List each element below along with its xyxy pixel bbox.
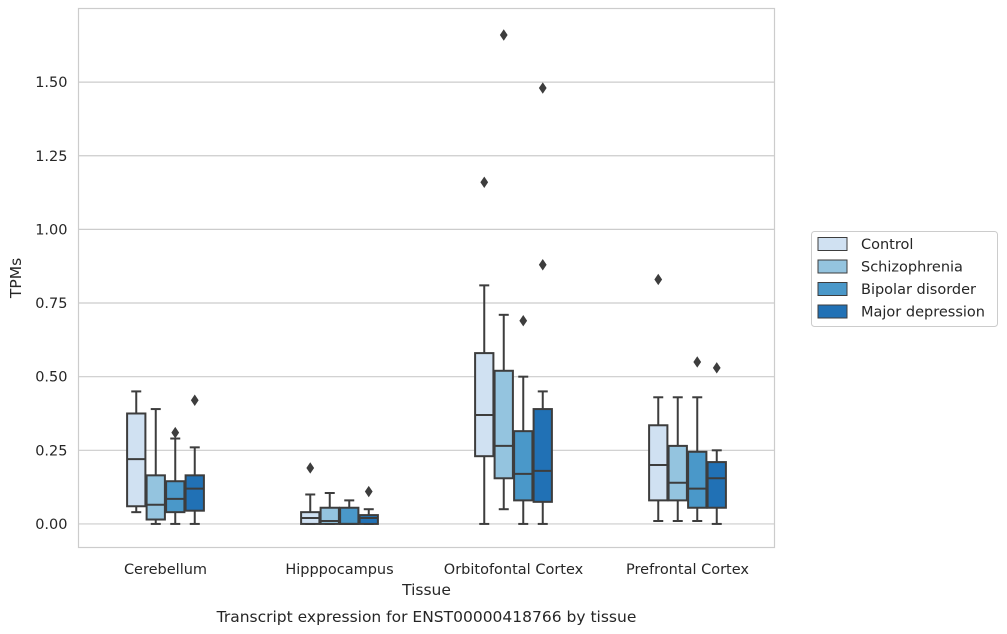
box-iqr	[513, 430, 534, 502]
x-axis-label: Tissue	[401, 581, 451, 599]
box-1-2	[339, 499, 360, 525]
box-iqr	[319, 506, 340, 525]
legend-label: Major depression	[861, 305, 985, 321]
outlier-point	[538, 259, 547, 271]
outlier-point	[190, 394, 199, 406]
box-iqr	[358, 514, 379, 525]
box-2-2	[513, 314, 534, 525]
x-tick-labels: Cerebellum Hipppocampus Orbitofontal Corte…	[124, 562, 749, 578]
outlier-point	[480, 176, 489, 188]
box-iqr	[648, 424, 669, 502]
y-tick-label: 0.50	[35, 370, 67, 386]
box-1-1	[319, 492, 340, 525]
outlier-point	[519, 314, 528, 327]
box-0-1	[145, 408, 166, 525]
legend-swatch	[817, 237, 848, 251]
x-tick-label: Orbitofontal Cortex	[444, 562, 584, 578]
legend-label: Bipolar disorder	[861, 282, 976, 298]
outlier-point	[306, 462, 315, 474]
chart-caption: Transcript expression for ENST0000041876…	[216, 608, 637, 626]
y-tick-label: 0.00	[35, 517, 67, 533]
x-tick-label: Cerebellum	[124, 562, 207, 578]
x-tick-label: Hipppocampus	[285, 562, 393, 578]
y-tick-label: 1.50	[35, 75, 67, 91]
y-tick-label: 1.00	[35, 222, 67, 238]
boxes-layer	[126, 29, 727, 525]
y-tick-label: 0.75	[35, 296, 67, 312]
box-iqr	[339, 506, 360, 525]
outlier-point	[499, 29, 508, 41]
outlier-point	[171, 426, 180, 439]
box-3-0	[648, 273, 669, 522]
box-0-2	[165, 426, 186, 525]
box-1-0	[300, 462, 321, 525]
box-iqr	[493, 369, 514, 480]
box-3-3	[706, 362, 727, 525]
box-iqr	[532, 408, 553, 503]
box-2-3	[532, 82, 553, 525]
y-tick-labels: 0.00 0.25 0.50 0.75 1.00 1.25 1.50	[35, 75, 67, 533]
legend-swatch	[817, 304, 848, 319]
box-iqr	[667, 444, 688, 502]
legend-swatch	[817, 259, 848, 274]
box-1-3	[358, 485, 379, 525]
y-tick-label: 0.25	[35, 443, 67, 459]
box-iqr	[687, 450, 708, 509]
box-3-2	[687, 356, 708, 522]
box-0-0	[126, 390, 147, 514]
box-0-3	[184, 394, 205, 525]
outlier-point	[364, 485, 373, 498]
outlier-point	[654, 273, 663, 286]
plot-frame	[77, 7, 776, 549]
box-iqr	[165, 480, 186, 514]
box-iqr	[145, 474, 166, 521]
box-2-1	[493, 29, 514, 511]
legend-frame	[811, 231, 998, 327]
legend-label: Schizophrenia	[861, 260, 963, 276]
outlier-point	[693, 356, 702, 368]
box-2-0	[474, 176, 495, 525]
box-iqr	[706, 461, 727, 509]
legend-label: Control	[861, 237, 913, 253]
outlier-point	[538, 82, 547, 94]
x-tick-label: Prefrontal Cortex	[626, 562, 749, 578]
box-iqr	[474, 352, 495, 458]
legend: Control Schizophrenia Bipolar disorder Majo…	[811, 231, 998, 327]
y-tick-label: 1.25	[35, 149, 67, 165]
box-iqr	[184, 474, 205, 512]
outlier-point	[712, 362, 721, 374]
y-axis-label: TPMs	[7, 258, 25, 299]
box-3-1	[667, 396, 688, 522]
legend-swatch	[817, 282, 848, 296]
